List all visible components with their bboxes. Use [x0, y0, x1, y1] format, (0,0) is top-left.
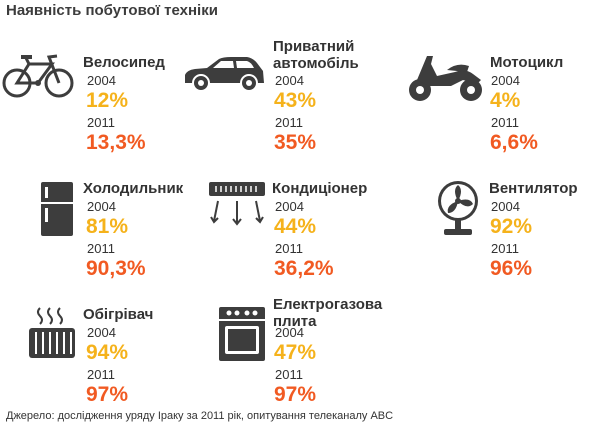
value-2004: 44%: [274, 215, 317, 238]
value-2004: 94%: [86, 341, 129, 364]
year-label-2011: 2011: [87, 241, 115, 256]
bicycle-icon: [2, 52, 74, 100]
year-label-2004: 2004: [491, 73, 520, 88]
fan-icon: [436, 180, 480, 236]
year-label-2004: 2004: [87, 199, 116, 214]
year-label-2004: 2004: [275, 199, 304, 214]
value-2011: 36,2%: [274, 257, 334, 280]
value-2011: 13,3%: [86, 131, 146, 154]
value-2004: 12%: [86, 89, 129, 112]
refrigerator-icon: [40, 181, 74, 237]
motorcycle-icon: [407, 50, 485, 104]
item-name: Обігрівач: [83, 306, 154, 323]
air-conditioner-icon: [208, 181, 266, 229]
source-note: Джерело: дослідження уряду Іраку за 2011…: [6, 410, 394, 422]
item-name: Велосипед: [83, 54, 165, 71]
item-name: Вентилятор: [489, 180, 578, 197]
heater-icon: [28, 306, 76, 360]
item-name: Мотоцикл: [490, 54, 564, 71]
year-label-2004: 2004: [275, 325, 304, 340]
year-label-2004: 2004: [87, 325, 116, 340]
year-label-2011: 2011: [491, 115, 519, 130]
year-label-2011: 2011: [491, 241, 519, 256]
value-2011: 97%: [86, 383, 129, 406]
value-2004: 4%: [490, 89, 521, 112]
year-label-2011: 2011: [275, 115, 303, 130]
value-2004: 43%: [274, 89, 317, 112]
item-name: Кондиціонер: [272, 180, 368, 197]
value-2004: 92%: [490, 215, 533, 238]
item-name: Електрогазова плита: [273, 296, 383, 330]
year-label-2011: 2011: [275, 241, 303, 256]
page-title: Наявність побутової техніки: [6, 2, 218, 19]
value-2011: 6,6%: [490, 131, 538, 154]
value-2004: 81%: [86, 215, 129, 238]
year-label-2011: 2011: [275, 367, 303, 382]
year-label-2004: 2004: [275, 73, 304, 88]
value-2011: 97%: [274, 383, 317, 406]
value-2011: 96%: [490, 257, 533, 280]
stove-icon: [218, 306, 266, 362]
year-label-2004: 2004: [491, 199, 520, 214]
car-icon: [181, 53, 267, 93]
year-label-2011: 2011: [87, 367, 115, 382]
item-name: Холодильник: [83, 180, 184, 197]
value-2011: 90,3%: [86, 257, 146, 280]
year-label-2004: 2004: [87, 73, 116, 88]
year-label-2011: 2011: [87, 115, 115, 130]
value-2011: 35%: [274, 131, 317, 154]
item-name: Приватний автомобіль: [273, 38, 359, 72]
value-2004: 47%: [274, 341, 317, 364]
